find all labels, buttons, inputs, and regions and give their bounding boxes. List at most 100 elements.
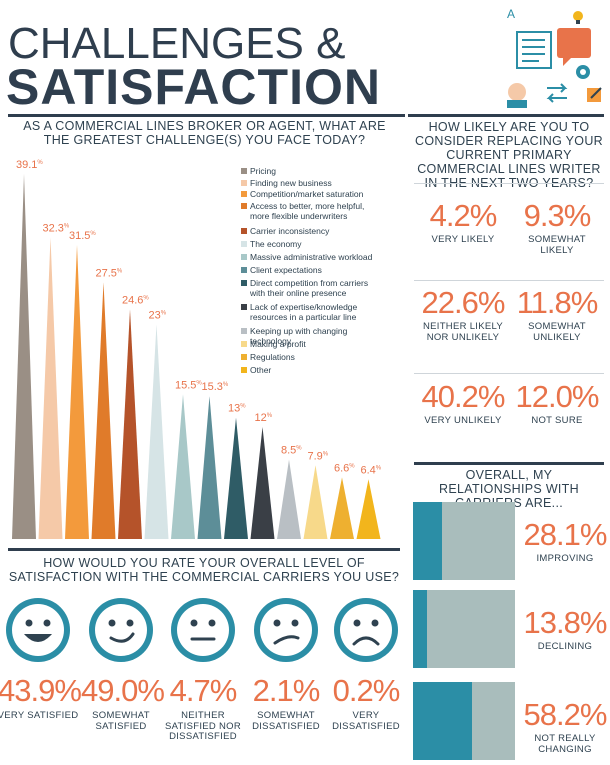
likely-question: HOW LIKELY ARE YOU TO CONSIDER REPLACING… bbox=[415, 120, 603, 190]
likely-label: SOMEWHAT LIKELY bbox=[528, 234, 586, 256]
challenge-value-label: 7.9% bbox=[308, 450, 329, 462]
legend-swatch bbox=[241, 241, 247, 247]
legend-label: Lack of expertise/knowledge resources in… bbox=[250, 302, 358, 322]
challenge-bar bbox=[12, 174, 36, 539]
challenge-value-label: 6.6% bbox=[334, 462, 355, 474]
header-rule bbox=[8, 114, 604, 117]
relationship-label: DECLINING bbox=[537, 641, 593, 652]
challenge-value-label: 32.3% bbox=[43, 222, 70, 234]
legend-swatch bbox=[241, 168, 247, 174]
challenge-value-label: 15.5% bbox=[175, 379, 202, 391]
legend-label: Making a profit bbox=[250, 339, 306, 349]
legend-swatch bbox=[241, 254, 247, 260]
legend-swatch bbox=[241, 341, 247, 347]
legend-item: Pricing bbox=[241, 166, 380, 177]
likely-percent: 12.0% bbox=[515, 379, 600, 414]
challenge-bar bbox=[144, 324, 169, 539]
face-icon bbox=[89, 598, 153, 662]
challenge-value-label: 23% bbox=[149, 309, 167, 321]
relationship-bar-track bbox=[413, 590, 515, 668]
face-icon bbox=[171, 598, 235, 662]
page-title-line1: CHALLENGES & bbox=[8, 19, 346, 68]
relationship-label: NOT REALLY CHANGING bbox=[534, 733, 596, 755]
letter-a-icon: A bbox=[507, 7, 515, 21]
legend-item: The economy bbox=[241, 239, 380, 250]
legend-item: Making a profit bbox=[241, 339, 380, 350]
likely-percent: 40.2% bbox=[421, 379, 506, 414]
column-gap bbox=[405, 114, 408, 765]
challenge-value-label: 39.1% bbox=[16, 159, 43, 171]
satisfaction-question: HOW WOULD YOU RATE YOUR OVERALL LEVEL OF… bbox=[8, 556, 400, 584]
challenge-bar bbox=[197, 396, 222, 539]
challenge-bar bbox=[118, 309, 142, 539]
legend-swatch bbox=[241, 203, 247, 209]
legend-swatch bbox=[241, 328, 247, 334]
legend-item: Finding new business bbox=[241, 178, 380, 189]
legend-item: Carrier inconsistency bbox=[241, 226, 380, 237]
satisfaction-percent: 0.2% bbox=[332, 673, 401, 708]
relationship-percent: 58.2% bbox=[523, 697, 608, 732]
legend-label: Client expectations bbox=[250, 265, 322, 275]
likely-rule bbox=[414, 114, 604, 117]
relationships-rule bbox=[414, 462, 604, 465]
legend-swatch bbox=[241, 191, 247, 197]
legend-swatch bbox=[241, 304, 247, 310]
challenge-value-label: 13% bbox=[228, 403, 246, 415]
legend-swatch bbox=[241, 367, 247, 373]
legend-item: Massive administrative workload bbox=[241, 252, 380, 263]
challenge-bar bbox=[356, 479, 381, 539]
legend-item: Competition/market saturation bbox=[241, 189, 380, 200]
legend-item: Other bbox=[241, 365, 380, 376]
likely-divider bbox=[414, 183, 604, 184]
legend-label: The economy bbox=[250, 239, 302, 249]
legend-label: Finding new business bbox=[250, 178, 332, 188]
legend-label: Other bbox=[250, 365, 272, 375]
relationship-percent: 13.8% bbox=[523, 605, 608, 640]
legend-item: Client expectations bbox=[241, 265, 380, 276]
satisfaction-label: VERY SATISFIED bbox=[0, 710, 79, 721]
legend-swatch bbox=[241, 228, 247, 234]
legend-label: Competition/market saturation bbox=[250, 189, 364, 199]
legend-label: Regulations bbox=[250, 352, 295, 362]
satisfaction-percent: 49.0% bbox=[81, 673, 165, 708]
legend-swatch bbox=[241, 180, 247, 186]
face-icon bbox=[6, 598, 70, 662]
legend-label: Direct competition from carriers with th… bbox=[250, 278, 369, 298]
document-icon bbox=[516, 31, 552, 69]
relationship-percent: 28.1% bbox=[523, 517, 608, 552]
relationship-bar-fill bbox=[413, 590, 427, 668]
challenge-value-label: 15.3% bbox=[202, 381, 229, 393]
lightbulb-icon bbox=[573, 11, 583, 24]
likely-label: NEITHER LIKELY NOR UNLIKELY bbox=[422, 321, 504, 343]
legend-swatch bbox=[241, 354, 247, 360]
challenge-bar bbox=[171, 394, 195, 539]
relationship-bar-fill bbox=[413, 502, 442, 580]
challenge-value-label: 31.5% bbox=[69, 230, 96, 242]
legend-item: Access to better, more helpful, more fle… bbox=[241, 201, 380, 221]
satisfaction-percent: 4.7% bbox=[169, 673, 238, 708]
legend-item: Lack of expertise/knowledge resources in… bbox=[241, 302, 380, 322]
likely-label: NOT SURE bbox=[531, 415, 583, 426]
satisfaction-label: NEITHER SATISFIED NOR DISSATISFIED bbox=[164, 710, 242, 742]
face-icon bbox=[254, 598, 318, 662]
challenge-bar bbox=[330, 477, 354, 539]
challenges-chart: 39.1% 32.3%31.5% 27.5% 24.6%23% 15.5% 15.3% 13… bbox=[12, 159, 382, 539]
challenge-value-label: 27.5% bbox=[96, 267, 123, 279]
likely-label: VERY UNLIKELY bbox=[424, 415, 502, 426]
likely-percent: 11.8% bbox=[516, 285, 599, 320]
challenge-bar bbox=[250, 426, 275, 539]
satisfaction-label: SOMEWHAT DISSATISFIED bbox=[252, 710, 320, 732]
challenges-question: AS A COMMERCIAL LINES BROKER OR AGENT, W… bbox=[23, 119, 386, 147]
legend-label: Massive administrative workload bbox=[250, 252, 373, 262]
page-title-line2: SATISFACTION bbox=[6, 59, 381, 115]
header-illustration: A bbox=[507, 7, 602, 108]
satisfaction-label: VERY DISSATISFIED bbox=[332, 710, 400, 732]
challenge-bar bbox=[303, 465, 328, 539]
legend-swatch bbox=[241, 280, 247, 286]
challenge-bar bbox=[277, 459, 301, 539]
face-icon bbox=[334, 598, 398, 662]
legend-label: Keeping up with changing technology bbox=[250, 326, 348, 346]
speech-bubble-icon bbox=[557, 28, 591, 66]
likely-percent: 4.2% bbox=[429, 198, 498, 233]
satisfaction-rule bbox=[8, 548, 400, 551]
